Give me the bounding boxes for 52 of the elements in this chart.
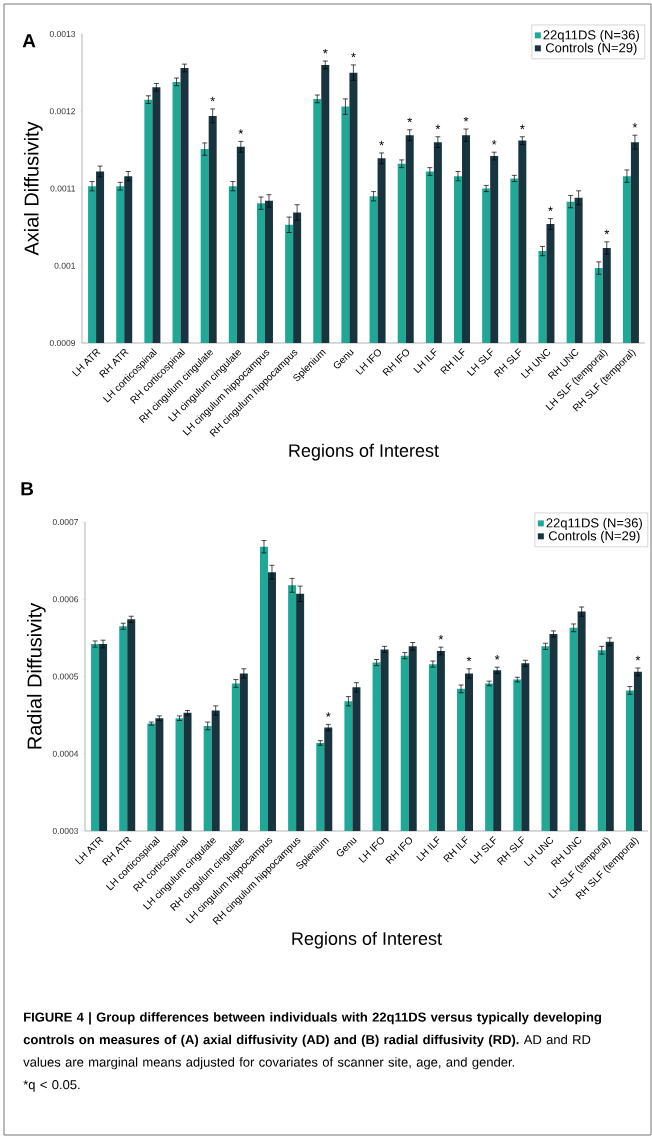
legend-label: 22q11DS (N=36) — [543, 29, 639, 43]
annotation: * — [325, 712, 331, 717]
x-tick-label: LH ILF — [413, 347, 437, 374]
x-tick-label: RH IFO — [382, 349, 410, 377]
y-tick-label: 0.0006 — [52, 596, 79, 603]
annotation: * — [519, 124, 525, 130]
y-axis-title: Radial Diffusivity — [26, 602, 46, 749]
y-axis-title: Axial Diffusivity — [23, 121, 43, 256]
annotation: * — [491, 140, 497, 145]
x-tick-label: LH IFO — [358, 837, 384, 863]
y-tick-label: 0.0004 — [52, 750, 79, 757]
y-tick-label: 0.0012 — [49, 108, 76, 115]
legend-label: Controls (N=29) — [545, 42, 637, 55]
annotation: * — [435, 124, 441, 130]
x-tick-label: RH SLF — [496, 836, 524, 866]
y-tick-label: 0.0009 — [49, 339, 76, 346]
x-tick-label: LH ILF — [416, 835, 440, 862]
annotation: * — [407, 117, 413, 123]
x-axis-title: Regions of Interest — [289, 443, 439, 461]
annotation: * — [379, 140, 384, 146]
annotation: * — [322, 48, 328, 54]
annotation: * — [548, 206, 553, 212]
x-tick-label: LH SLF — [469, 836, 496, 865]
x-axis-title: Regions of Interest — [292, 931, 442, 949]
annotation: * — [210, 96, 216, 102]
x-tick-label: RH ILF — [440, 347, 465, 375]
annotation: * — [604, 229, 610, 235]
x-tick-label: RH ILF — [443, 835, 468, 863]
x-tick-label: LH IFO — [355, 349, 381, 375]
legend-label: Controls (N=29) — [548, 530, 640, 543]
annotation: * — [466, 656, 472, 662]
y-tick-label: 0.0007 — [52, 519, 79, 525]
x-tick-label: RH IFO — [385, 837, 413, 865]
annotation: * — [494, 655, 500, 660]
text: A — [22, 34, 36, 48]
annotation: * — [238, 129, 244, 134]
x-tick-label: LH SLF — [466, 348, 493, 377]
text: *q < 0.05. — [23, 1080, 80, 1092]
annotation: * — [438, 635, 444, 640]
annotation: * — [635, 655, 641, 661]
y-tick-label: 0.0003 — [52, 827, 79, 834]
text: FIGURE 4 | Group differences between individuals with 22q11DS versus typically developing controls on measures of (A) axial diffusivity (AD) and (B) radial diffusivity (RD). AD and RD values are marginal means adjusted for covariates of scanner site, age, and gender. — [23, 1012, 601, 1070]
annotation: * — [351, 52, 356, 58]
y-tick-label: 0.0011 — [50, 185, 76, 192]
legend-label: 22q11DS (N=36) — [546, 517, 642, 531]
annotation: * — [632, 123, 638, 128]
y-tick-label: 0.0005 — [52, 673, 79, 680]
annotation: * — [463, 116, 469, 122]
x-tick-label: RH SLF — [493, 348, 521, 378]
y-tick-label: 0.001 — [54, 262, 76, 269]
y-tick-label: 0.0013 — [49, 31, 76, 38]
text: B — [21, 482, 34, 496]
